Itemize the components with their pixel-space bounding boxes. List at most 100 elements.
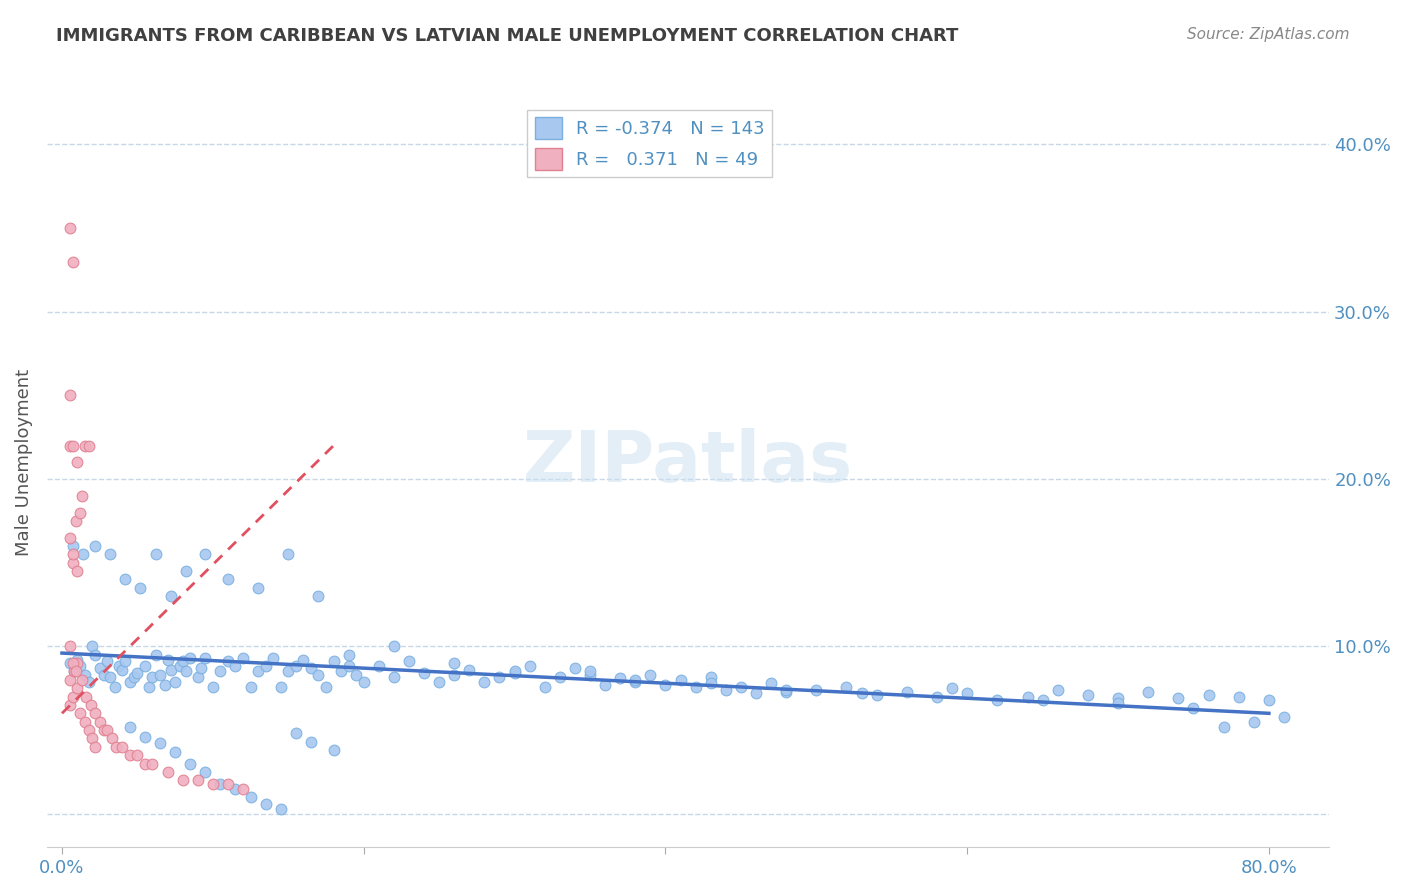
Point	[156, 764, 179, 779]
Point	[1272, 709, 1295, 723]
Point	[1167, 691, 1189, 706]
Point	[201, 776, 224, 790]
Point	[58, 698, 80, 712]
Point	[127, 666, 149, 681]
Point	[129, 581, 152, 595]
Point	[66, 455, 89, 469]
Point	[254, 659, 277, 673]
Point	[851, 686, 873, 700]
Point	[1137, 684, 1160, 698]
Point	[145, 648, 167, 662]
Point	[217, 573, 239, 587]
Point	[474, 674, 496, 689]
Point	[247, 581, 270, 595]
Point	[84, 648, 107, 662]
Point	[986, 693, 1008, 707]
Point	[292, 653, 315, 667]
Point	[367, 659, 389, 673]
Point	[124, 669, 146, 683]
Point	[118, 720, 141, 734]
Point	[96, 723, 118, 737]
Point	[247, 665, 270, 679]
Point	[232, 781, 254, 796]
Point	[58, 531, 80, 545]
Point	[337, 659, 360, 673]
Point	[187, 773, 209, 788]
Point	[89, 661, 111, 675]
Point	[239, 789, 262, 804]
Point	[159, 663, 181, 677]
Point	[111, 739, 134, 754]
Point	[134, 756, 156, 771]
Point	[62, 556, 84, 570]
Point	[84, 706, 107, 721]
Point	[262, 651, 284, 665]
Point	[174, 564, 197, 578]
Point	[169, 659, 191, 673]
Point	[322, 655, 344, 669]
Point	[593, 678, 616, 692]
Point	[58, 656, 80, 670]
Point	[153, 678, 176, 692]
Point	[89, 714, 111, 729]
Point	[941, 681, 963, 696]
Point	[685, 680, 707, 694]
Point	[93, 668, 115, 682]
Point	[654, 678, 676, 692]
Point	[759, 676, 782, 690]
Point	[63, 665, 86, 679]
Point	[866, 688, 889, 702]
Point	[70, 673, 93, 687]
Point	[307, 668, 329, 682]
Point	[58, 439, 80, 453]
Point	[254, 797, 277, 811]
Point	[66, 653, 89, 667]
Point	[84, 539, 107, 553]
Point	[775, 684, 797, 698]
Point	[194, 764, 217, 779]
Point	[1182, 701, 1205, 715]
Point	[65, 665, 87, 679]
Point	[62, 656, 84, 670]
Point	[1243, 714, 1265, 729]
Point	[84, 739, 107, 754]
Point	[66, 681, 89, 696]
Point	[730, 680, 752, 694]
Point	[63, 665, 86, 679]
Point	[194, 651, 217, 665]
Point	[159, 589, 181, 603]
Point	[127, 748, 149, 763]
Point	[69, 506, 91, 520]
Point	[1212, 720, 1234, 734]
Point	[270, 680, 292, 694]
Point	[165, 745, 187, 759]
Point	[118, 748, 141, 763]
Point	[66, 656, 89, 670]
Point	[579, 665, 602, 679]
Point	[70, 489, 93, 503]
Point	[73, 714, 96, 729]
Point	[82, 731, 104, 746]
Point	[925, 690, 948, 704]
Point	[224, 659, 246, 673]
Point	[299, 735, 322, 749]
Point	[172, 773, 194, 788]
Point	[145, 547, 167, 561]
Point	[624, 674, 647, 689]
Point	[58, 388, 80, 402]
Point	[322, 743, 344, 757]
Point	[62, 547, 84, 561]
Legend: R = -0.374   N = 143, R =   0.371   N = 49: R = -0.374 N = 143, R = 0.371 N = 49	[527, 110, 772, 178]
Point	[1258, 693, 1281, 707]
Point	[98, 547, 121, 561]
Point	[806, 682, 828, 697]
Point	[58, 673, 80, 687]
Point	[956, 686, 979, 700]
Point	[503, 666, 526, 681]
Point	[1107, 696, 1129, 710]
Point	[111, 663, 134, 677]
Point	[458, 663, 481, 677]
Text: IMMIGRANTS FROM CARIBBEAN VS LATVIAN MALE UNEMPLOYMENT CORRELATION CHART: IMMIGRANTS FROM CARIBBEAN VS LATVIAN MAL…	[56, 27, 959, 45]
Point	[775, 682, 797, 697]
Point	[149, 668, 172, 682]
